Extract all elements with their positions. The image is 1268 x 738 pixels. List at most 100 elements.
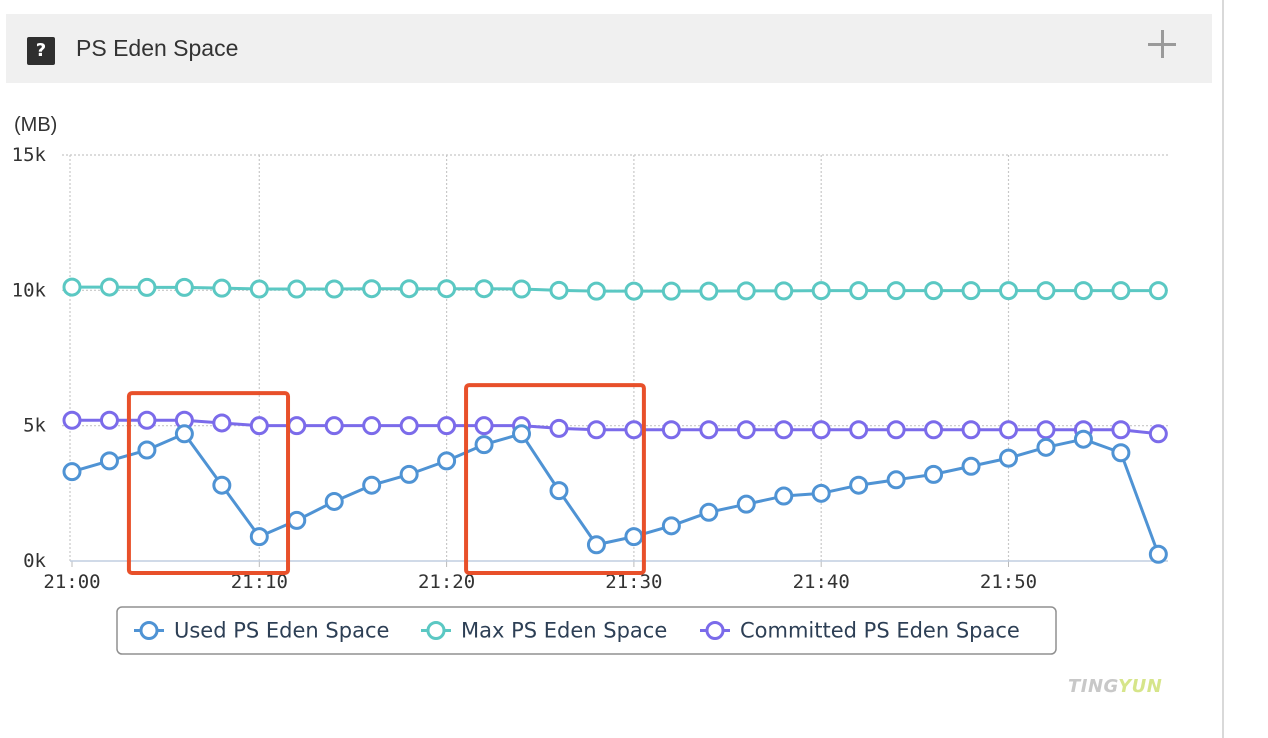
data-point: [62, 462, 82, 482]
data-point: [287, 416, 307, 436]
data-point: [1148, 281, 1168, 301]
y-tick-label: 5k: [23, 415, 46, 437]
data-point: [512, 279, 532, 299]
data-point: [324, 416, 344, 436]
data-point: [362, 475, 382, 495]
data-point: [849, 420, 869, 440]
panel-divider: [1222, 0, 1224, 738]
data-point: [811, 483, 831, 503]
plus-icon[interactable]: [1148, 30, 1176, 58]
y-tick-label: 0k: [23, 550, 46, 572]
data-point: [886, 281, 906, 301]
x-tick-label: 21:20: [418, 571, 475, 593]
grid: [62, 154, 1168, 561]
watermark-logo: TINGYUN: [1068, 676, 1163, 697]
data-point: [886, 470, 906, 490]
data-point: [586, 281, 606, 301]
data-point: [1111, 281, 1131, 301]
data-point: [212, 413, 232, 433]
data-point: [811, 281, 831, 301]
data-point: [1073, 429, 1093, 449]
question-mark-icon[interactable]: ?: [27, 37, 55, 65]
legend-item-label: Used PS Eden Space: [174, 619, 389, 643]
data-point: [362, 416, 382, 436]
data-point: [1036, 420, 1056, 440]
panel-header: ? PS Eden Space: [6, 14, 1212, 83]
data-point: [924, 420, 944, 440]
data-point: [324, 491, 344, 511]
data-point: [849, 281, 869, 301]
x-tick-label: 21:40: [793, 571, 850, 593]
data-point: [174, 424, 194, 444]
data-point: [1148, 424, 1168, 444]
data-point: [699, 420, 719, 440]
data-point: [549, 280, 569, 300]
data-point: [437, 451, 457, 471]
data-point: [324, 279, 344, 299]
highlight-boxes: [126, 383, 646, 576]
data-point: [849, 475, 869, 495]
legend-box: [116, 606, 1057, 655]
legend-swatch-marker: [705, 621, 725, 640]
data-point: [137, 410, 157, 430]
data-point: [474, 435, 494, 455]
y-tick-label: 10k: [12, 279, 47, 301]
data-point: [399, 279, 419, 299]
y-tick-label: 15k: [12, 144, 47, 166]
data-point: [586, 420, 606, 440]
data-point: [137, 440, 157, 460]
data-point: [549, 481, 569, 501]
data-point: [586, 535, 606, 555]
x-tick-label: 21:10: [231, 571, 288, 593]
data-point: [736, 281, 756, 301]
data-point: [287, 279, 307, 299]
data-point: [661, 281, 681, 301]
data-point: [249, 527, 269, 547]
data-point: [249, 416, 269, 436]
data-point: [99, 451, 119, 471]
series-line: [71, 432, 1160, 555]
legend[interactable]: Used PS Eden Space Max PS Eden Space Commi…: [116, 606, 1057, 655]
data-point: [924, 281, 944, 301]
data-point: [1111, 443, 1131, 463]
data-point: [437, 416, 457, 436]
legend-item-label: Committed PS Eden Space: [740, 619, 1020, 643]
data-point: [624, 420, 644, 440]
data-point: [924, 464, 944, 484]
data-point: [624, 527, 644, 547]
data-point: [549, 418, 569, 438]
data-point: [961, 281, 981, 301]
highlight-box: [126, 391, 291, 576]
data-point: [661, 516, 681, 536]
panel-title: PS Eden Space: [76, 35, 239, 61]
data-point: [474, 416, 494, 436]
x-tick-label: 21:30: [605, 571, 662, 593]
data-point: [811, 420, 831, 440]
data-point: [774, 420, 794, 440]
data-point: [399, 416, 419, 436]
data-point: [1148, 544, 1168, 564]
data-point: [774, 281, 794, 301]
data-point: [1073, 281, 1093, 301]
data-point: [961, 456, 981, 476]
legend-swatch-marker: [426, 621, 446, 640]
x-tick-label: 21:50: [980, 571, 1037, 593]
series: [62, 277, 1168, 564]
data-point: [699, 281, 719, 301]
data-point: [624, 281, 644, 301]
data-point: [249, 279, 269, 299]
data-point: [699, 502, 719, 522]
data-point: [474, 279, 494, 299]
data-point: [999, 281, 1018, 301]
data-point: [999, 448, 1018, 468]
data-point: [437, 279, 457, 299]
series-line: [72, 418, 1159, 436]
data-point: [999, 420, 1018, 440]
data-point: [212, 278, 232, 298]
legend-item-label: Max PS Eden Space: [461, 619, 667, 643]
y-axis-label: (MB): [14, 114, 57, 136]
data-point: [62, 277, 82, 297]
highlight-box: [464, 383, 646, 576]
data-point: [736, 494, 756, 514]
